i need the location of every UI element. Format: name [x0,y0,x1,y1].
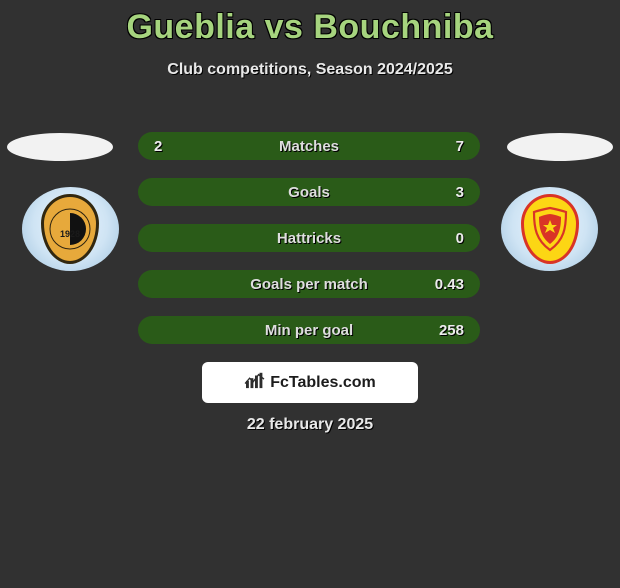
stat-label: Goals [288,184,330,201]
stat-row: Goals per match 0.43 [138,270,480,298]
crest-year: 1928 [60,229,80,239]
stat-row: Goals 3 [138,178,480,206]
stat-right-value: 0.43 [428,276,464,293]
stat-label: Min per goal [265,322,353,339]
player-card-top-left [7,133,113,161]
site-name: FcTables.com [270,374,376,392]
stat-right-value: 7 [428,138,464,155]
stat-label: Goals per match [250,276,368,293]
player-card-top-right [507,133,613,161]
page-title: Gueblia vs Bouchniba [0,8,620,47]
stat-row: 2 Matches 7 [138,132,480,160]
bar-chart-icon [244,371,266,394]
site-badge[interactable]: FcTables.com [202,362,418,403]
date-label: 22 february 2025 [0,416,620,434]
stat-label: Matches [279,138,339,155]
stats-table: 2 Matches 7 Goals 3 Hattricks 0 Goals pe… [138,132,480,344]
stat-right-value: 258 [428,322,464,339]
stat-left-value: 2 [154,138,190,155]
subtitle: Club competitions, Season 2024/2025 [0,61,620,79]
stat-right-value: 3 [428,184,464,201]
stat-label: Hattricks [277,230,341,247]
stat-row: Hattricks 0 [138,224,480,252]
stat-row: Min per goal 258 [138,316,480,344]
stat-right-value: 0 [428,230,464,247]
